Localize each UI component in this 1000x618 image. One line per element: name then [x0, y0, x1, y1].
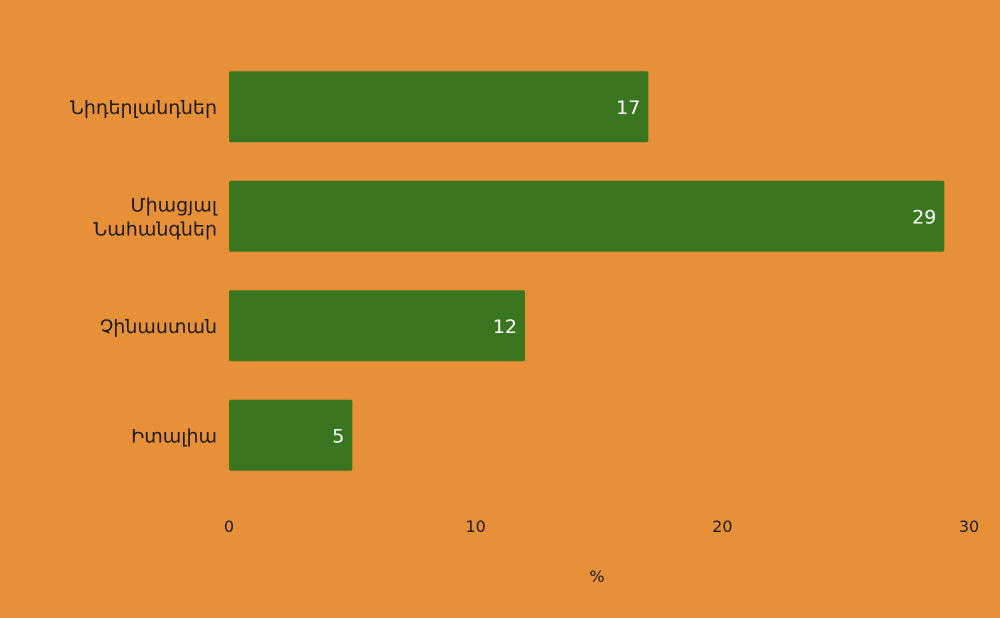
value-label: 5	[332, 425, 344, 447]
value-label: 29	[912, 206, 936, 228]
category-label: Նիդերլանդներ	[70, 97, 217, 119]
x-tick-label: 20	[712, 517, 732, 536]
x-tick-label: 0	[224, 517, 234, 536]
value-label: 12	[493, 316, 517, 338]
bar	[229, 399, 353, 471]
bar	[229, 180, 945, 252]
x-axis-ticks: 0 10 20 30	[224, 517, 979, 536]
value-label: 17	[616, 97, 640, 119]
category-label: Չինաստան	[100, 316, 217, 338]
value-labels: 17 29 12 5	[332, 97, 936, 448]
category-label: Միացյալ Նահանգներ	[93, 194, 217, 240]
category-labels: Նիդերլանդներ Միացյալ Նահանգներ Չինաստան Իտալ…	[70, 97, 218, 448]
x-tick-label: 10	[465, 517, 485, 536]
category-label: Իտալիա	[131, 425, 217, 447]
x-axis-title: %	[589, 567, 604, 586]
bar	[229, 71, 649, 143]
bar	[229, 290, 525, 362]
bars-layer	[229, 71, 945, 471]
x-tick-label: 30	[959, 517, 979, 536]
